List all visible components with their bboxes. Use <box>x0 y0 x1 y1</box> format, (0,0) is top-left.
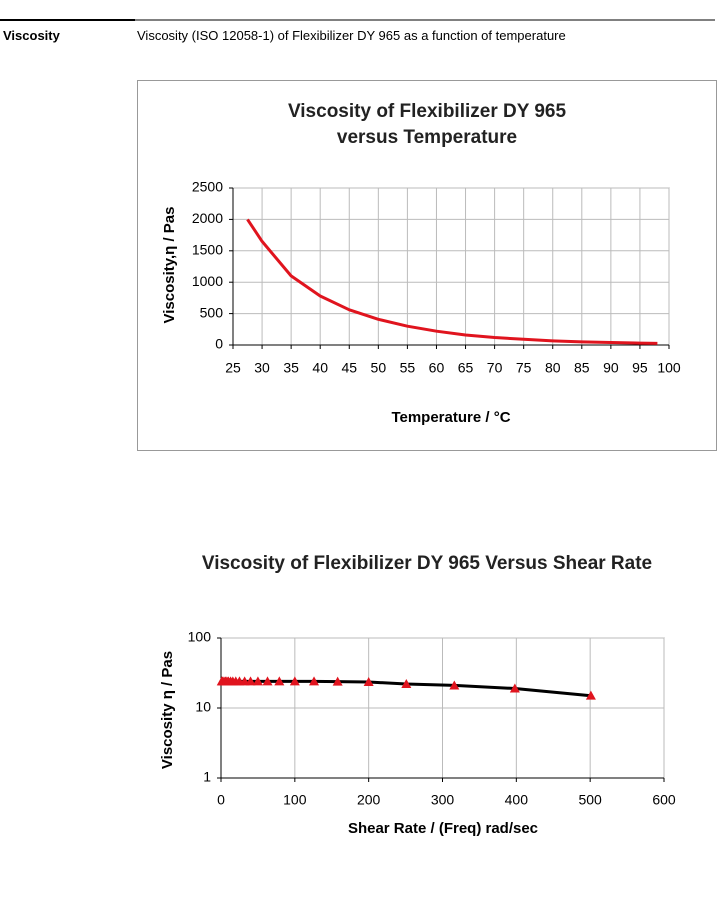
x-tick-label: 45 <box>341 360 357 376</box>
x-axis-label: Temperature / °C <box>391 409 510 426</box>
plot-area <box>232 187 670 346</box>
chart-title: Viscosity of Flexibilizer DY 965 versus … <box>287 101 567 148</box>
x-tick-label: 90 <box>603 360 619 376</box>
y-tick-label: 0 <box>215 336 223 352</box>
x-tick-label: 0 <box>217 792 225 808</box>
x-tick-label: 95 <box>632 360 648 376</box>
section-label: Viscosity <box>3 28 60 43</box>
y-tick-label: 1000 <box>192 273 223 289</box>
y-tick-label: 1500 <box>192 242 223 258</box>
data-marker <box>309 676 320 686</box>
data-marker <box>245 676 256 686</box>
x-axis-label: Shear Rate / (Freq) rad/sec <box>348 820 538 837</box>
data-marker <box>401 679 412 689</box>
x-tick-label: 40 <box>312 360 328 376</box>
data-line <box>246 218 658 345</box>
y-tick-label: 10 <box>195 699 211 715</box>
data-marker <box>449 680 460 690</box>
x-tick-label: 50 <box>371 360 387 376</box>
x-tick-label: 100 <box>657 360 681 376</box>
x-tick-label: 80 <box>545 360 561 376</box>
y-tick-label: 2000 <box>192 210 223 226</box>
chart-frame <box>137 80 717 451</box>
y-tick-label: 500 <box>200 304 224 320</box>
section-description: Viscosity (ISO 12058-1) of Flexibilizer … <box>137 28 566 43</box>
x-tick-label: 25 <box>225 360 241 376</box>
data-marker <box>262 676 273 686</box>
x-tick-label: 35 <box>283 360 299 376</box>
x-tick-label: 85 <box>574 360 590 376</box>
y-axis-label: Viscosity η / Pas <box>159 651 176 769</box>
x-tick-label: 55 <box>400 360 416 376</box>
x-tick-label: 100 <box>283 792 307 808</box>
data-marker <box>289 676 300 686</box>
x-tick-label: 400 <box>505 792 529 808</box>
data-marker <box>363 677 374 687</box>
chart-title: Viscosity of Flexibilizer DY 965 Versus … <box>201 553 653 574</box>
y-tick-label: 100 <box>188 629 212 645</box>
x-tick-label: 300 <box>431 792 455 808</box>
x-tick-label: 75 <box>516 360 532 376</box>
x-tick-label: 65 <box>458 360 474 376</box>
y-axis-label: Viscosity,η / Pas <box>161 206 178 323</box>
data-marker <box>252 676 263 686</box>
x-tick-label: 30 <box>254 360 270 376</box>
data-marker <box>274 676 285 686</box>
data-marker <box>509 683 520 693</box>
data-marker <box>585 690 596 700</box>
x-tick-label: 200 <box>357 792 381 808</box>
x-tick-label: 70 <box>487 360 503 376</box>
data-marker <box>332 676 343 686</box>
y-tick-label: 2500 <box>192 179 223 195</box>
x-tick-label: 60 <box>429 360 445 376</box>
x-tick-label: 500 <box>578 792 602 808</box>
x-tick-label: 600 <box>652 792 676 808</box>
y-tick-label: 1 <box>203 769 211 785</box>
